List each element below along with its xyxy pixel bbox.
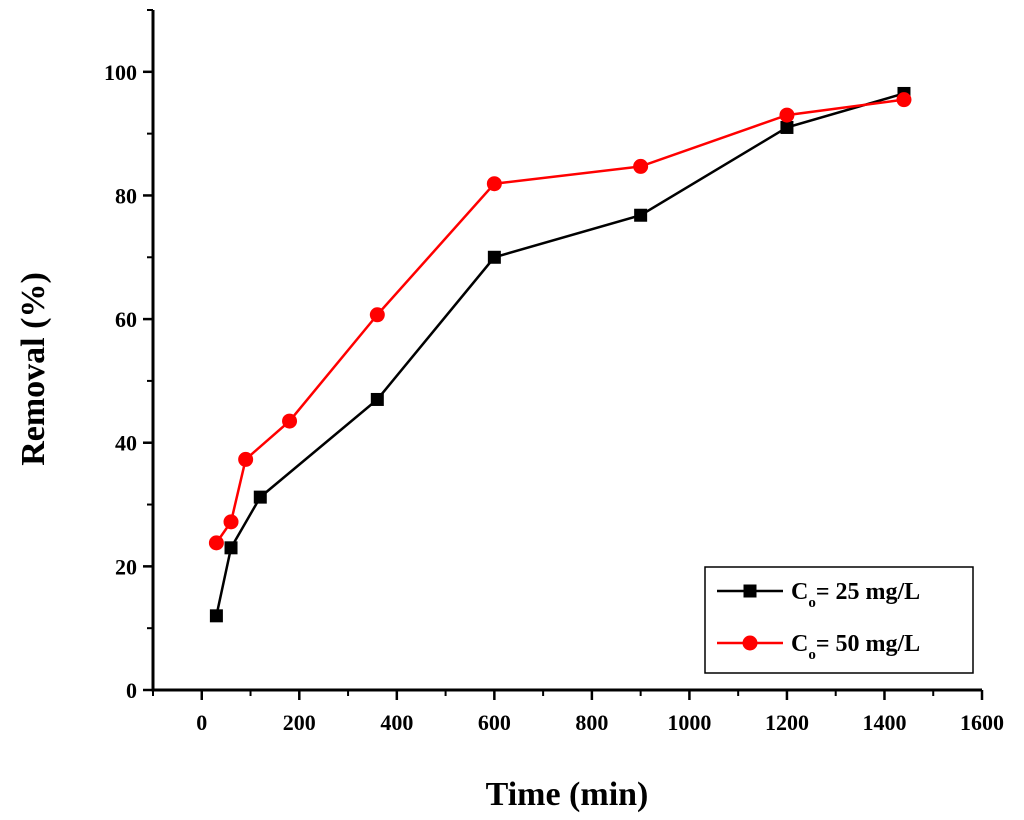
legend-marker — [742, 635, 758, 651]
data-point — [238, 451, 254, 467]
legend-item-1: Co= 25 mg/L — [717, 579, 920, 611]
y-tick-label: 0 — [126, 678, 137, 703]
x-tick-label: 600 — [478, 710, 511, 735]
series-2 — [208, 92, 912, 551]
data-point — [253, 490, 267, 504]
y-tick-label: 60 — [115, 307, 137, 332]
y-tick-label: 80 — [115, 183, 137, 208]
legend-label-sub: o — [808, 595, 816, 611]
legend-label-main: C — [791, 579, 808, 605]
x-tick-label: 0 — [196, 710, 207, 735]
x-tick-label: 200 — [283, 710, 316, 735]
data-point — [208, 535, 224, 551]
x-axis-title: Time (min) — [486, 776, 649, 813]
y-axis-title: Removal (%) — [15, 272, 52, 466]
legend-item-2: Co= 50 mg/L — [717, 631, 920, 663]
data-point — [223, 514, 239, 530]
x-tick-label: 400 — [380, 710, 413, 735]
x-tick-label: 1200 — [765, 710, 809, 735]
y-tick-label: 100 — [104, 60, 137, 85]
data-point — [633, 158, 649, 174]
legend-label-sub: o — [808, 647, 816, 663]
x-tick-label: 1000 — [667, 710, 711, 735]
data-point — [282, 413, 298, 429]
series-layer — [208, 86, 912, 623]
legend-label-rest: = 50 mg/L — [816, 631, 920, 657]
x-tick-label: 1600 — [960, 710, 1004, 735]
data-point — [369, 307, 385, 323]
data-point — [370, 392, 384, 406]
data-point — [486, 176, 502, 192]
legend-label: Co= 25 mg/L — [791, 579, 920, 611]
series-line — [215, 92, 905, 617]
series-line — [215, 98, 905, 544]
data-point — [780, 120, 794, 134]
data-point — [634, 208, 648, 222]
series-1 — [209, 86, 911, 623]
axes: 0 200 400 600 800 1000 1200 1400 1600 0 20 40 60 80 10… — [104, 9, 1004, 735]
legend-marker — [743, 584, 757, 598]
legend-label: Co= 50 mg/L — [791, 631, 920, 663]
data-point — [896, 92, 912, 108]
y-tick-label: 20 — [115, 554, 137, 579]
data-point — [487, 250, 501, 264]
legend: Co= 25 mg/LCo= 50 mg/L — [704, 566, 974, 674]
legend-label-main: C — [791, 631, 808, 657]
x-tick-label: 800 — [575, 710, 608, 735]
data-point — [779, 107, 795, 123]
legend-label-rest: = 25 mg/L — [816, 579, 920, 605]
data-point — [209, 609, 223, 623]
x-tick-label: 1400 — [862, 710, 906, 735]
data-point — [224, 541, 238, 555]
y-tick-label: 40 — [115, 431, 137, 456]
